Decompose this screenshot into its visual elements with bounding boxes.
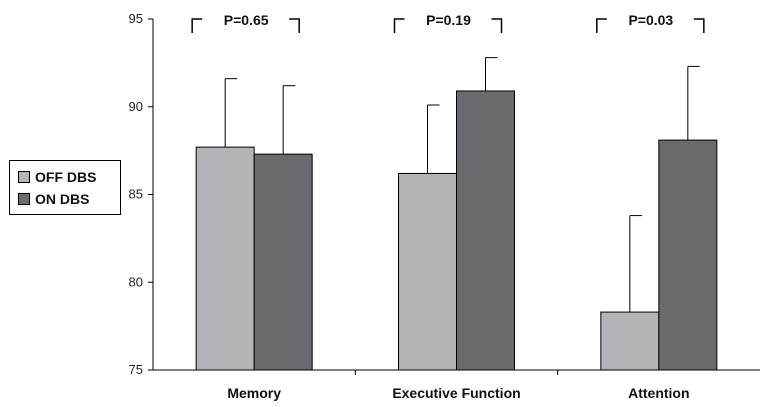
legend-item-on-dbs: ON DBS (18, 191, 89, 207)
category-label: Attention (628, 385, 689, 401)
p-value-label: P=0.65 (224, 12, 269, 28)
bar-off-dbs (600, 311, 660, 371)
y-tick-label: 85 (129, 187, 143, 202)
p-value-brackets: P=0.65 P=0.19 P=0.03 (191, 12, 705, 33)
legend-swatch-on-dbs (18, 193, 30, 205)
p-value-label: P=0.19 (426, 12, 471, 28)
y-tick-label: 95 (129, 11, 143, 26)
bracket-right (491, 18, 503, 33)
legend-label-on-dbs: ON DBS (35, 191, 90, 207)
bar-on-dbs (253, 153, 313, 371)
x-ticks (354, 370, 559, 375)
p-value-label: P=0.03 (628, 12, 673, 28)
y-tick-label: 75 (129, 362, 143, 377)
legend-item-off-dbs: OFF DBS (18, 169, 96, 185)
category-label: Memory (227, 385, 281, 401)
bracket-right (693, 18, 705, 33)
y-ticks: 95 90 85 80 75 (129, 11, 153, 377)
legend-label-off-dbs: OFF DBS (35, 169, 97, 185)
bars (195, 90, 718, 371)
y-tick-label: 90 (129, 99, 143, 114)
legend-swatch-off-dbs (18, 171, 30, 183)
bar-off-dbs (398, 172, 457, 371)
bracket-left (191, 18, 203, 33)
bracket-right (289, 18, 300, 33)
category-label: Executive Function (392, 385, 520, 401)
bar-on-dbs (658, 139, 718, 371)
category-labels: Memory Executive Function Attention (227, 385, 689, 401)
legend: OFF DBS ON DBS (9, 160, 121, 215)
bracket-left (596, 18, 607, 33)
y-tick-label: 80 (129, 274, 143, 289)
bar-off-dbs (195, 146, 255, 371)
bar-on-dbs (456, 90, 515, 371)
bracket-left (393, 18, 405, 33)
error-bars (224, 57, 700, 313)
